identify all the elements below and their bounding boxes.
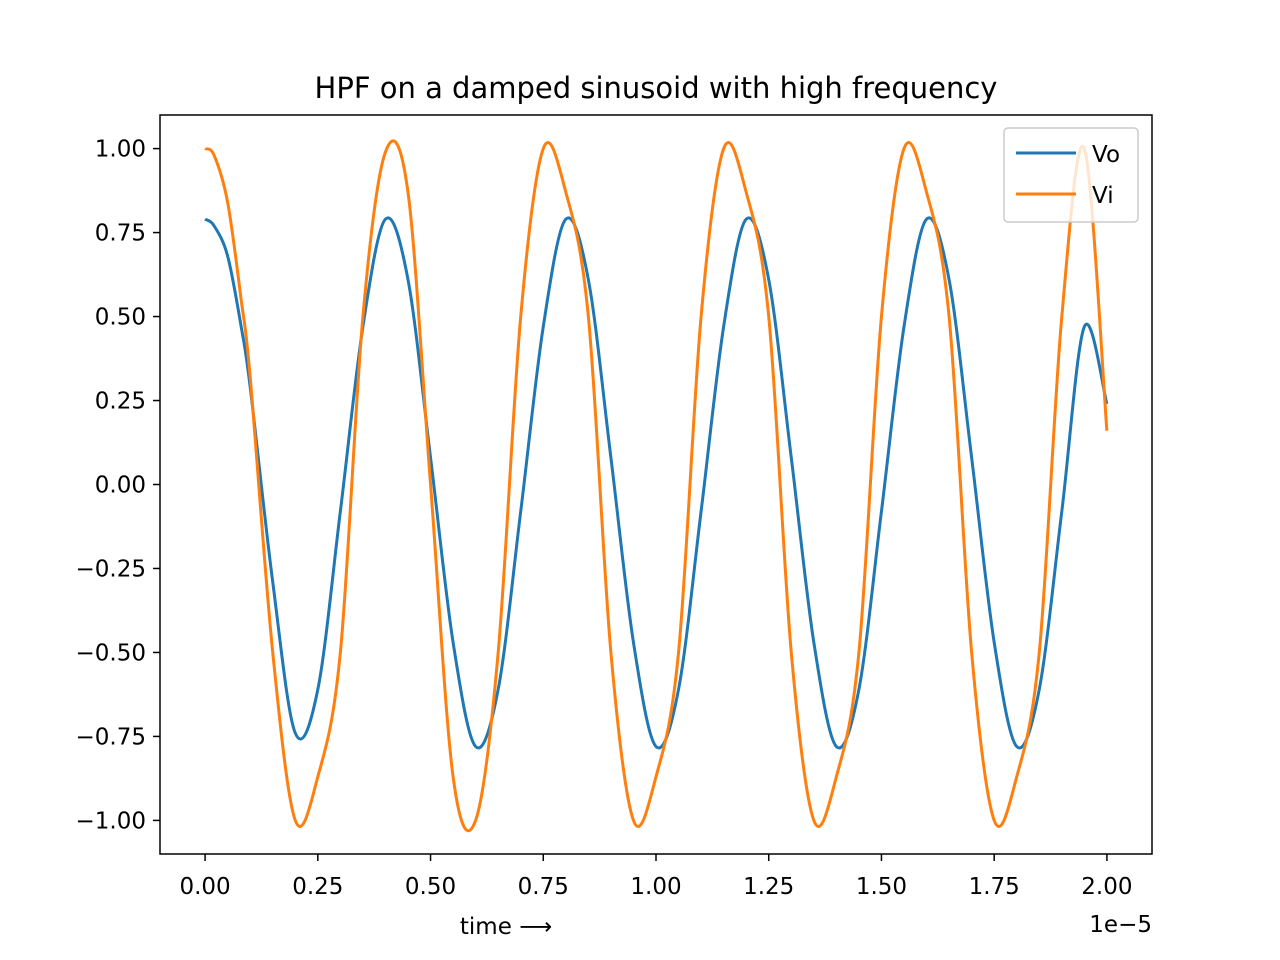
x-tick-label: 0.25 [292, 874, 343, 900]
y-tick-label: −0.75 [76, 724, 146, 750]
x-tick-label: 1.75 [969, 874, 1020, 900]
y-tick-label: 1.00 [95, 137, 146, 163]
x-tick-label: 1.50 [856, 874, 907, 900]
x-tick-label: 0.75 [518, 874, 569, 900]
x-tick-label: 0.00 [179, 874, 230, 900]
x-axis-ticks: 0.00 0.25 0.50 0.75 1.00 1.25 1.50 1.75 2.00 [179, 854, 1133, 900]
x-tick-label: 0.50 [405, 874, 456, 900]
legend-label-vo: Vo [1092, 142, 1120, 168]
y-tick-label: −1.00 [76, 808, 146, 834]
y-tick-label: 0.50 [95, 305, 146, 331]
x-tick-label: 1.25 [743, 874, 794, 900]
y-tick-label: −0.25 [76, 556, 146, 582]
x-tick-label: 1.00 [630, 874, 681, 900]
series-line-vi [204, 139, 1109, 833]
x-axis-offset-label: 1e−5 [1089, 912, 1152, 938]
y-tick-label: −0.50 [76, 640, 146, 666]
y-tick-label: 0.75 [95, 221, 146, 247]
y-axis-ticks: 1.00 0.75 0.50 0.25 0.00 −0.25 −0.50 −0.75 −1.00 [76, 137, 160, 834]
x-axis-label: time ⟶ [460, 914, 552, 940]
x-tick-label: 2.00 [1081, 874, 1132, 900]
chart-title: HPF on a damped sinusoid with high frequ… [315, 71, 998, 105]
legend: Vo Vi [1003, 127, 1139, 223]
y-tick-label: 0.00 [95, 473, 146, 499]
series-line-vo [204, 216, 1109, 750]
legend-label-vi: Vi [1092, 183, 1114, 209]
y-tick-label: 0.25 [95, 389, 146, 415]
